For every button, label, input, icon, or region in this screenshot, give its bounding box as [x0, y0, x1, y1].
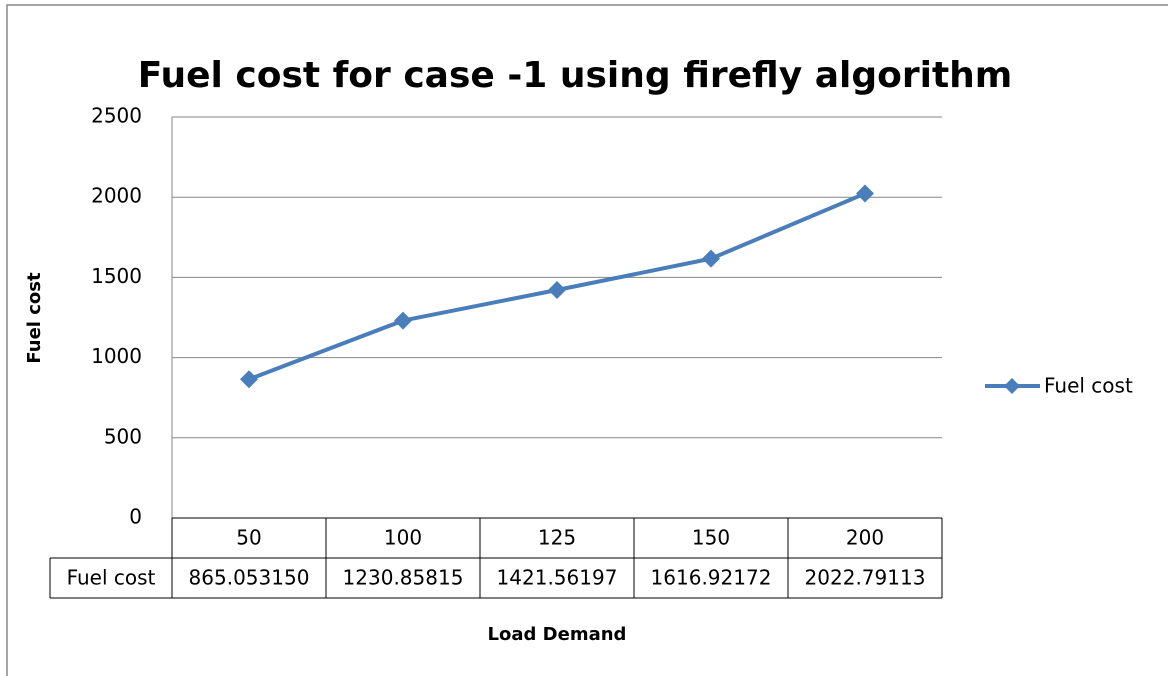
y-axis-title: Fuel cost [24, 272, 45, 364]
x-tick-label: 50 [236, 526, 261, 550]
x-tick-label: 100 [384, 526, 422, 550]
x-tick-label: 200 [846, 526, 884, 550]
table-value: 1230.85815 [343, 566, 464, 590]
chart-title: Fuel cost for case -1 using firefly algo… [138, 55, 1013, 96]
x-tick-label: 150 [692, 526, 730, 550]
y-tick-label: 1000 [91, 344, 142, 368]
x-axis-title: Load Demand [488, 624, 627, 645]
table-value: 1421.56197 [497, 566, 618, 590]
table-value: 2022.79113 [805, 566, 926, 590]
table-value: 1616.92172 [651, 566, 772, 590]
marker [702, 249, 720, 268]
x-tick-label: 125 [538, 526, 576, 550]
table-row-header: Fuel cost [67, 566, 156, 590]
marker [240, 370, 258, 389]
marker [856, 184, 874, 203]
chart-frame [6, 4, 1168, 676]
table-value: 865.053150 [189, 566, 310, 590]
legend-label: Fuel cost [1044, 374, 1133, 398]
marker [548, 280, 566, 299]
y-tick-label: 2000 [91, 184, 142, 208]
y-tick-label: 1500 [91, 264, 142, 288]
legend-marker [1004, 378, 1020, 394]
y-tick-label: 0 [129, 505, 142, 529]
y-tick-label: 2500 [91, 104, 142, 128]
marker [394, 311, 412, 330]
y-tick-label: 500 [104, 424, 142, 448]
